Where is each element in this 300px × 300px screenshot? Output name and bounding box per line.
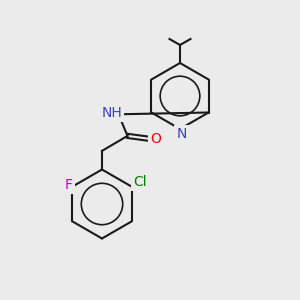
Text: F: F xyxy=(64,178,73,192)
Text: O: O xyxy=(150,132,161,146)
Text: NH: NH xyxy=(101,106,122,120)
Text: N: N xyxy=(176,128,187,141)
Text: O: O xyxy=(150,132,161,146)
Text: N: N xyxy=(176,128,187,141)
Text: Cl: Cl xyxy=(134,175,147,189)
Text: F: F xyxy=(64,178,73,192)
Text: Cl: Cl xyxy=(134,175,147,189)
Text: NH: NH xyxy=(101,106,122,120)
